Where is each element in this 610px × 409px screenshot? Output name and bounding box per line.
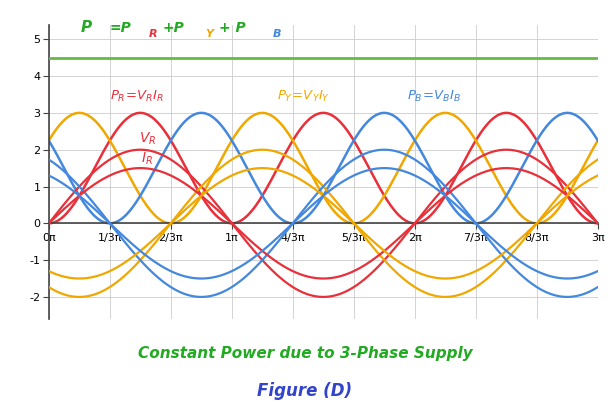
- Text: Constant Power due to 3-Phase Supply: Constant Power due to 3-Phase Supply: [138, 346, 472, 361]
- Text: P: P: [81, 20, 92, 35]
- Text: $P_R\!=\!V_R I_R$: $P_R\!=\!V_R I_R$: [110, 89, 164, 104]
- Text: =P: =P: [110, 21, 132, 35]
- Text: Figure (D): Figure (D): [257, 382, 353, 400]
- Text: +P: +P: [162, 21, 184, 35]
- Text: $P_Y\!=\!V_Y I_Y$: $P_Y\!=\!V_Y I_Y$: [277, 89, 331, 104]
- Text: + P: + P: [219, 21, 245, 35]
- Text: Y: Y: [205, 29, 213, 39]
- Text: $I_R$: $I_R$: [141, 151, 152, 167]
- Text: $V_R$: $V_R$: [139, 131, 156, 148]
- Text: R: R: [149, 29, 157, 39]
- Text: $P_B\!=\!V_B I_B$: $P_B\!=\!V_B I_B$: [407, 89, 461, 104]
- Text: B: B: [273, 29, 282, 39]
